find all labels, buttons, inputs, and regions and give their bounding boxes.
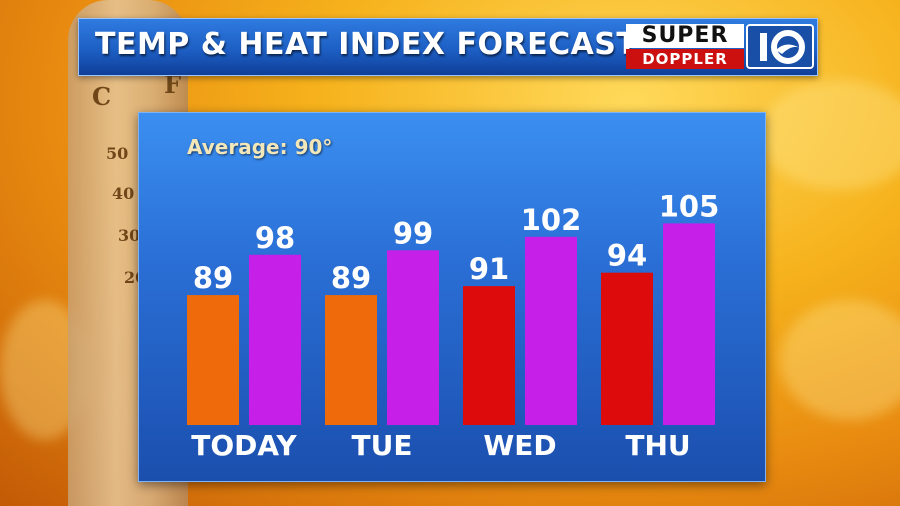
category-label-thu: THU: [625, 429, 690, 462]
logo-super-text: SUPER: [626, 24, 744, 48]
data-label-today-series-1: 89: [193, 261, 233, 295]
category-label-tue: TUE: [352, 429, 413, 462]
thermometer-tick: 50: [106, 144, 129, 163]
logo-doppler-text: DOPPLER: [626, 49, 744, 69]
data-label-wed-series-1: 91: [469, 252, 509, 286]
average-label: Average: 90°: [187, 135, 333, 159]
chart-panel: Average: 90° 89 98 TODAY 89 99 TUE 91 102 WED 94 1…: [138, 112, 766, 482]
category-label-wed: WED: [483, 429, 556, 462]
bar-today-series-2: [249, 254, 301, 425]
chart-title: TEMP & HEAT INDEX FORECAST: [95, 27, 638, 62]
data-label-wed-series-2: 102: [521, 203, 582, 237]
channel-10-logo-icon: [746, 24, 814, 69]
data-label-thu-series-2: 105: [659, 189, 720, 223]
cloud-blob: [780, 300, 900, 420]
data-label-tue-series-2: 99: [393, 216, 433, 250]
bar-chart: 89 98 TODAY 89 99 TUE 91 102 WED 94 105 THU: [187, 189, 720, 462]
thermometer-unit-f: F: [164, 70, 182, 99]
bar-tue-series-2: [387, 250, 439, 425]
bar-wed-series-2: [525, 236, 577, 425]
data-label-tue-series-1: 89: [331, 261, 371, 295]
data-label-today-series-2: 98: [255, 221, 295, 255]
bar-wed-series-1: [463, 286, 515, 425]
thermometer-unit-c: C: [92, 82, 112, 111]
data-label-thu-series-1: 94: [607, 239, 647, 273]
category-label-today: TODAY: [191, 429, 297, 462]
bar-today-series-1: [187, 295, 239, 425]
super-doppler-logo: SUPER DOPPLER: [626, 24, 814, 70]
cloud-blob: [760, 80, 900, 190]
thermometer-tick: 40: [112, 184, 135, 203]
bar-thu-series-1: [601, 272, 653, 425]
thermometer-tick: 30: [118, 226, 141, 245]
bar-thu-series-2: [663, 223, 715, 425]
bar-tue-series-1: [325, 295, 377, 425]
